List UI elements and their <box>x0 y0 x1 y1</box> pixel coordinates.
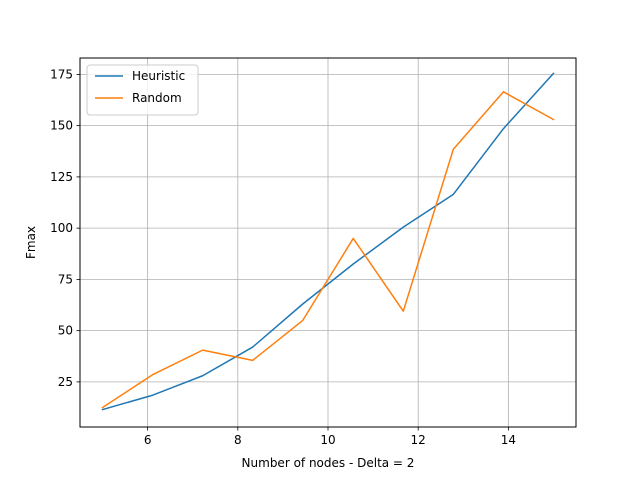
x-tick-label: 6 <box>144 433 152 447</box>
legend-box <box>86 64 199 116</box>
x-tick-label: 12 <box>411 433 426 447</box>
y-tick-label: 175 <box>50 67 73 81</box>
series-layer <box>101 72 555 411</box>
series-line-heuristic <box>101 72 555 411</box>
y-axis: 25 50 75 100 125 150 175 <box>50 67 80 389</box>
legend: Heuristic Random <box>86 64 199 116</box>
legend-label-random: Random <box>132 91 182 105</box>
x-axis: 6 8 10 12 14 <box>144 427 516 447</box>
y-tick-label: 50 <box>58 324 73 338</box>
y-tick-label: 125 <box>50 170 73 184</box>
y-tick-label: 75 <box>58 272 73 286</box>
y-tick-label: 25 <box>58 375 73 389</box>
x-tick-label: 8 <box>234 433 242 447</box>
x-tick-label: 14 <box>501 433 516 447</box>
y-axis-label: Fmax <box>24 226 38 259</box>
x-tick-label: 10 <box>320 433 335 447</box>
x-axis-label: Number of nodes - Delta = 2 <box>242 456 415 470</box>
series-line-random <box>101 91 555 409</box>
y-tick-label: 150 <box>50 119 73 133</box>
legend-label-heuristic: Heuristic <box>132 69 185 83</box>
y-tick-label: 100 <box>50 221 73 235</box>
grid-lines <box>80 58 576 427</box>
